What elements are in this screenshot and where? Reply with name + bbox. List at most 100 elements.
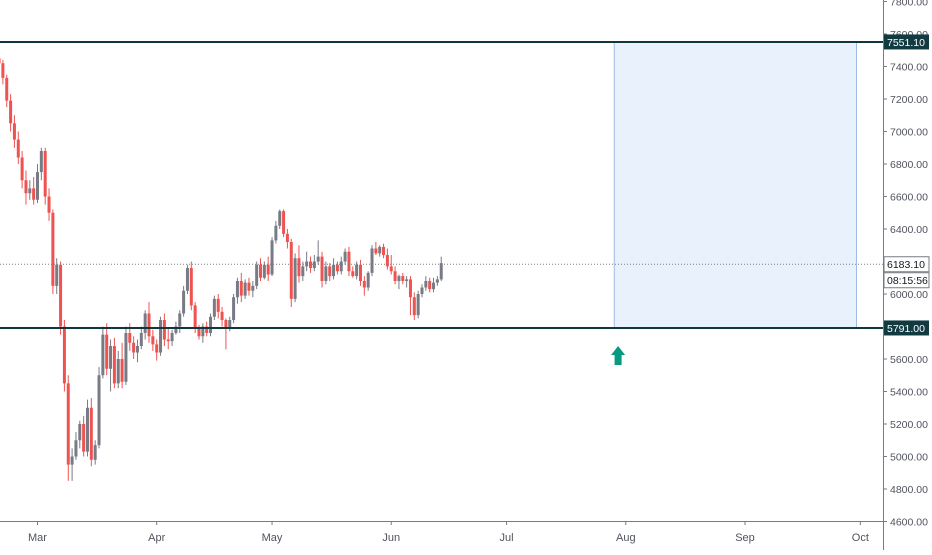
candle-body [21, 158, 24, 181]
candle-body [271, 240, 274, 274]
candle [209, 314, 212, 337]
y-tick-label: 6400.00 [890, 224, 928, 236]
candle-body [374, 249, 377, 254]
candle-body [217, 299, 220, 312]
candle [294, 253, 297, 302]
candle-body [221, 312, 224, 320]
candle-body [359, 265, 362, 281]
candle-body [355, 265, 358, 276]
candle [63, 320, 66, 392]
candle-body [436, 279, 439, 282]
y-tick-label: 5200.00 [890, 419, 928, 431]
candle-body [382, 247, 385, 255]
x-tick-label: Mar [28, 532, 47, 544]
candle-body [282, 211, 285, 234]
candle-body [232, 297, 235, 320]
candle [44, 148, 47, 205]
candle-body [424, 281, 427, 288]
candle-body [59, 265, 62, 327]
candle [159, 317, 162, 356]
candle-body [286, 234, 289, 242]
lower-level-label-text: 5791.00 [887, 323, 925, 335]
candle-body [317, 257, 320, 262]
candle-body [421, 288, 424, 295]
x-tick-label: Sep [735, 532, 755, 544]
candle-body [290, 242, 293, 299]
y-tick-label: 6000.00 [890, 289, 928, 301]
candle-body [151, 336, 154, 344]
y-tick-label: 5600.00 [890, 354, 928, 366]
candle-body [236, 281, 239, 297]
candle-body [197, 328, 200, 336]
candle-body [44, 151, 47, 197]
candle [59, 262, 62, 335]
candle-body [48, 197, 51, 213]
candle-body [297, 258, 300, 276]
x-tick-label: Aug [616, 532, 636, 544]
candle-body [159, 320, 162, 353]
y-tick-label: 7800.00 [890, 0, 928, 9]
candle-body [194, 305, 197, 328]
x-tick-label: Jul [500, 532, 514, 544]
y-tick-label: 5000.00 [890, 452, 928, 464]
candle-body [247, 283, 250, 291]
candle-body [321, 257, 324, 281]
candle-body [244, 283, 247, 296]
candle-body [367, 273, 370, 288]
y-tick-label: 4800.00 [890, 484, 928, 496]
upper-level-label: 7551.10 [884, 34, 929, 49]
candle [190, 262, 193, 311]
candle-body [344, 252, 347, 262]
candle-body [209, 317, 212, 333]
candle-body [98, 375, 101, 445]
candle-body [409, 279, 412, 297]
candle-body [32, 188, 35, 199]
candle-body [259, 265, 262, 278]
y-tick-label: 6800.00 [890, 159, 928, 171]
candle [282, 210, 285, 238]
candle [255, 262, 258, 290]
candle-body [24, 180, 27, 193]
candle-body [336, 265, 339, 272]
candle-body [224, 320, 227, 328]
candle-body [251, 286, 254, 291]
candle-body [328, 266, 331, 276]
candle-body [67, 383, 70, 464]
candle-body [390, 266, 393, 271]
candle-body [332, 265, 335, 276]
last-price-label-text: 6183.10 [887, 259, 925, 271]
candle [124, 327, 127, 386]
target-zone[interactable] [614, 42, 856, 328]
candle-body [40, 151, 43, 172]
candle-body [109, 346, 112, 369]
candle [98, 367, 101, 448]
candle-body [51, 213, 54, 286]
candle-body [144, 314, 147, 334]
lower-level-label: 5791.00 [884, 320, 929, 335]
y-tick-label: 6600.00 [890, 192, 928, 204]
candle-body [186, 268, 189, 291]
candle-body [55, 265, 58, 286]
candle [371, 245, 374, 276]
candle-body [213, 299, 216, 317]
candle-body [417, 294, 420, 315]
candle-body [13, 123, 16, 139]
candle-body [71, 457, 74, 465]
candle-body [90, 408, 93, 460]
y-tick-label: 5400.00 [890, 387, 928, 399]
candle-body [155, 344, 158, 352]
candle [86, 400, 89, 457]
candle-body [263, 265, 266, 278]
candle-body [86, 408, 89, 452]
candle-body [171, 333, 174, 341]
candle-body [363, 281, 366, 288]
candle-body [240, 281, 243, 296]
y-tick-label: 7000.00 [890, 127, 928, 139]
x-tick-label: Apr [148, 532, 165, 544]
candle-body [113, 346, 116, 383]
candle-body [163, 320, 166, 340]
candle-body [405, 279, 408, 281]
x-tick-label: Oct [852, 532, 869, 544]
